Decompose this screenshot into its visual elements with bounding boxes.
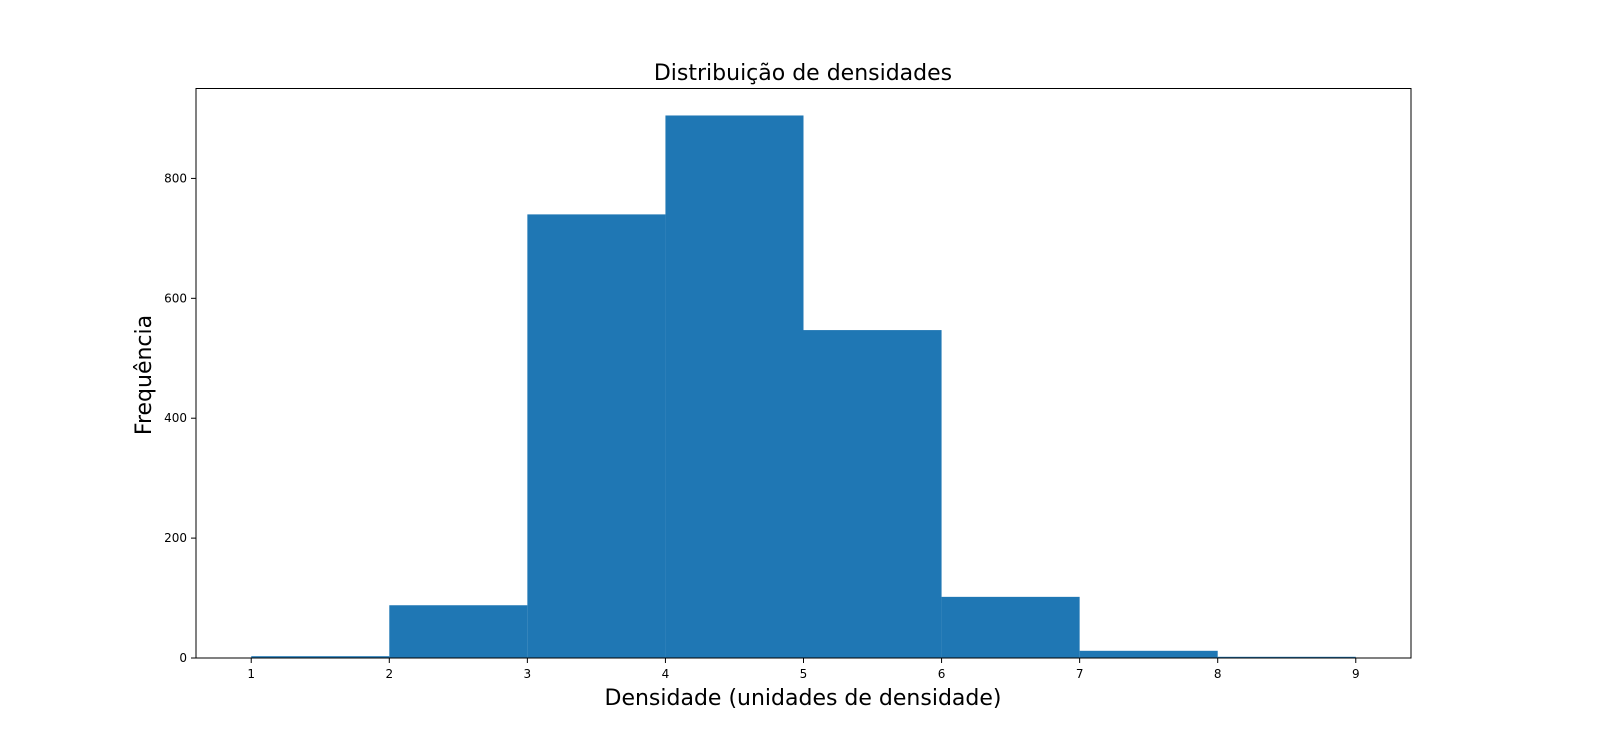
x-axis-ticks: 1 2 3 4 5 6 7 8 9 (247, 658, 1360, 681)
x-tick-label: 9 (1352, 667, 1360, 681)
chart-title: Distribuição de densidades (654, 61, 952, 86)
histogram-bar-8 (1217, 656, 1356, 658)
y-tick-label: 800 (164, 171, 187, 185)
x-tick-label: 4 (662, 667, 670, 681)
x-tick-label: 6 (938, 667, 946, 681)
x-tick-label: 5 (800, 667, 808, 681)
x-tick-label: 1 (247, 667, 255, 681)
histogram-bar-3 (527, 214, 666, 659)
x-axis-label: Densidade (unidades de densidade) (605, 686, 1002, 711)
plot-frame (195, 88, 1412, 659)
y-tick-label: 0 (179, 651, 187, 665)
y-tick-label: 400 (164, 411, 187, 425)
y-axis-label: Frequência (132, 315, 157, 435)
x-tick-label: 7 (1076, 667, 1084, 681)
y-tick-label: 600 (164, 291, 187, 305)
y-tick-label: 200 (164, 531, 187, 545)
bars-group (251, 115, 1356, 659)
histogram-bar-6 (941, 596, 1080, 658)
histogram-bar-2 (389, 605, 528, 658)
x-tick-label: 2 (385, 667, 393, 681)
histogram-bar-4 (665, 115, 804, 658)
histogram-bar-1 (251, 656, 390, 658)
x-tick-label: 3 (524, 667, 532, 681)
histogram-bar-7 (1079, 650, 1218, 658)
histogram-bar-5 (803, 330, 942, 658)
y-axis-ticks: 0 200 400 600 800 (164, 171, 196, 665)
x-tick-label: 8 (1214, 667, 1222, 681)
